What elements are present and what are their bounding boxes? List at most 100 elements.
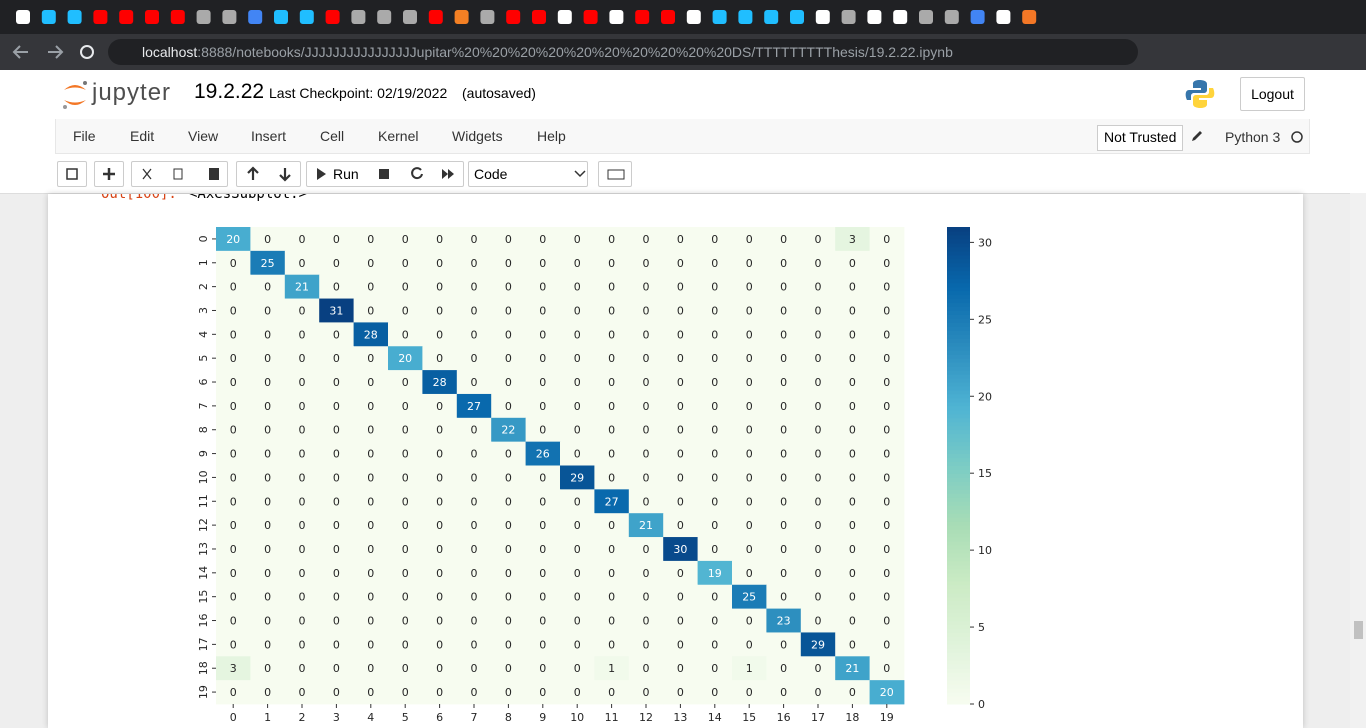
heatmap-cell bbox=[663, 370, 698, 395]
nav-buttons[interactable] bbox=[0, 34, 100, 70]
jupyter-logo-text[interactable]: jupyter bbox=[92, 79, 172, 106]
tab-favicon[interactable] bbox=[841, 10, 856, 24]
menu-item[interactable]: Help bbox=[537, 128, 566, 144]
tab-favicon[interactable] bbox=[944, 10, 959, 24]
tab-favicon[interactable] bbox=[661, 10, 675, 24]
y-tick-label: 4 bbox=[197, 331, 210, 338]
tab-favicon[interactable] bbox=[67, 10, 82, 24]
notebook-name[interactable]: 19.2.22 bbox=[194, 80, 265, 103]
y-tick-label: 14 bbox=[197, 566, 210, 580]
tab-favicon[interactable] bbox=[248, 10, 263, 24]
tab-favicon[interactable] bbox=[996, 10, 1011, 24]
tab-favicon[interactable] bbox=[170, 10, 185, 24]
colorbar-segment bbox=[947, 441, 970, 447]
menu-item[interactable]: File bbox=[73, 128, 96, 144]
cell-label: 0 bbox=[264, 424, 271, 437]
tab-favicon[interactable] bbox=[403, 10, 417, 24]
tab-favicon[interactable] bbox=[145, 10, 159, 24]
keyboard-button[interactable] bbox=[598, 161, 632, 187]
heatmap-cell bbox=[628, 656, 664, 681]
heatmap-cell bbox=[456, 513, 492, 538]
cell-label: 0 bbox=[333, 448, 340, 461]
cell-label: 0 bbox=[402, 233, 409, 246]
cell-label: 0 bbox=[883, 591, 890, 604]
cell-label: 0 bbox=[505, 543, 512, 556]
edit-icon[interactable] bbox=[1190, 129, 1204, 143]
trusted-indicator[interactable]: Not Trusted bbox=[1097, 125, 1184, 151]
cell-type-select[interactable]: Code bbox=[468, 161, 588, 187]
heatmap-cell bbox=[319, 417, 354, 443]
heatmap-cell bbox=[835, 417, 870, 443]
heatmap-cell bbox=[525, 346, 561, 371]
cell-label: 0 bbox=[367, 471, 374, 484]
cell-label: 3 bbox=[230, 662, 237, 675]
cell-label: 0 bbox=[746, 376, 753, 389]
tab-favicon[interactable] bbox=[893, 10, 908, 24]
tab-favicon[interactable] bbox=[712, 10, 727, 24]
tab-favicon[interactable] bbox=[454, 10, 469, 24]
heatmap-cell bbox=[525, 632, 561, 657]
tab-favicon[interactable] bbox=[506, 10, 521, 24]
tab-favicon[interactable] bbox=[41, 10, 56, 24]
tab-favicon[interactable] bbox=[764, 10, 779, 24]
cell-label: 23 bbox=[777, 615, 791, 628]
tab-favicon[interactable] bbox=[583, 10, 598, 24]
colorbar-segment bbox=[947, 274, 970, 280]
heatmap-cell bbox=[663, 465, 698, 490]
tab-favicon[interactable] bbox=[635, 10, 650, 24]
heatmap-cell bbox=[353, 322, 389, 347]
cell-label: 0 bbox=[780, 686, 787, 699]
tab-favicon[interactable] bbox=[480, 10, 495, 24]
tab-favicon[interactable] bbox=[867, 10, 882, 24]
tab-favicon[interactable] bbox=[557, 10, 572, 24]
cell-label: 0 bbox=[849, 543, 856, 556]
cell-label: 0 bbox=[711, 400, 718, 413]
x-tick-label: 5 bbox=[402, 711, 409, 724]
heatmap-cell bbox=[250, 346, 286, 371]
tab-favicon[interactable] bbox=[428, 10, 443, 24]
menu-item[interactable]: Insert bbox=[251, 128, 287, 144]
menu-item[interactable]: Widgets bbox=[452, 128, 503, 144]
tab-favicon[interactable] bbox=[299, 10, 314, 24]
move-buttons[interactable] bbox=[236, 161, 301, 187]
colorbar-segment bbox=[947, 338, 970, 343]
heatmap-cell bbox=[663, 632, 698, 657]
tab-favicon[interactable] bbox=[16, 10, 30, 24]
scrollbar[interactable] bbox=[1350, 193, 1366, 728]
menu-item[interactable]: View bbox=[188, 128, 219, 144]
menu-item[interactable]: Edit bbox=[130, 128, 155, 144]
tab-favicon[interactable] bbox=[609, 10, 624, 24]
colorbar-segment bbox=[947, 592, 970, 598]
cell-label: 0 bbox=[367, 638, 374, 651]
cell-label: 0 bbox=[436, 281, 443, 294]
menu-item[interactable]: Kernel bbox=[378, 128, 419, 144]
heatmap-cell bbox=[491, 656, 526, 681]
tab-favicon[interactable] bbox=[222, 10, 237, 24]
tab-favicon[interactable] bbox=[815, 10, 830, 24]
tab-favicon[interactable] bbox=[351, 10, 366, 24]
cell-label: 0 bbox=[780, 281, 787, 294]
tab-favicon[interactable] bbox=[532, 10, 546, 24]
cell-label: 0 bbox=[402, 376, 409, 389]
tab-favicon[interactable] bbox=[274, 10, 288, 24]
tab-favicon[interactable] bbox=[196, 10, 211, 24]
tab-favicon[interactable] bbox=[119, 10, 134, 24]
cell-label: 0 bbox=[677, 448, 684, 461]
tab-favicon[interactable] bbox=[790, 10, 804, 24]
heatmap-cell bbox=[250, 298, 286, 323]
tab-favicon[interactable] bbox=[93, 10, 108, 24]
menu-item[interactable]: Cell bbox=[320, 128, 345, 144]
heatmap-cell bbox=[216, 537, 251, 562]
heatmap-cell bbox=[216, 513, 251, 538]
heatmap-cell bbox=[628, 417, 664, 443]
tab-favicon[interactable] bbox=[686, 10, 701, 24]
tab-favicon[interactable] bbox=[325, 10, 340, 24]
tab-favicon[interactable] bbox=[377, 10, 392, 24]
tab-favicon[interactable] bbox=[919, 10, 933, 24]
url-field[interactable]: localhost:8888/notebooks/JJJJJJJJJJJJJJJ… bbox=[108, 39, 1138, 65]
save-button[interactable] bbox=[57, 161, 87, 187]
tab-favicon[interactable] bbox=[738, 10, 753, 24]
tab-favicon[interactable] bbox=[1022, 10, 1037, 24]
tab-favicon[interactable] bbox=[970, 10, 985, 24]
logout-button[interactable]: Logout bbox=[1240, 77, 1305, 111]
